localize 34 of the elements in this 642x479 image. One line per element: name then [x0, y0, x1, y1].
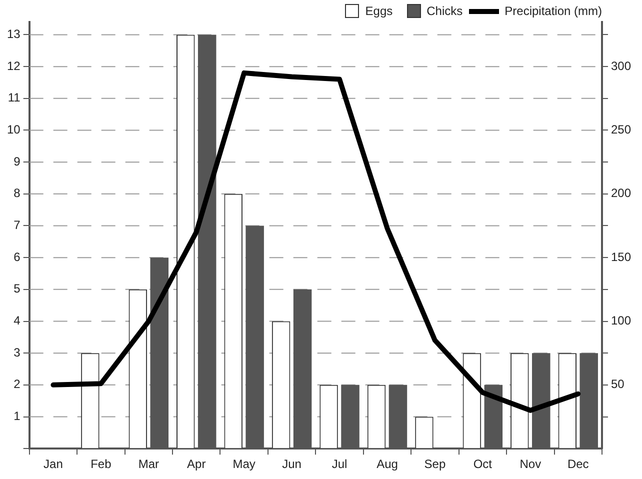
- y2-tick-label: 150: [610, 250, 632, 264]
- y2-tick-label: 300: [610, 58, 632, 73]
- x-tick-label: Nov: [520, 457, 542, 472]
- x-tick-label: Jun: [282, 457, 302, 472]
- y-tick-label: 12: [6, 58, 21, 73]
- y-tick-label: 13: [6, 27, 21, 42]
- y2-tick-label: 100: [610, 314, 632, 328]
- x-tick-label: Apr: [187, 457, 206, 472]
- x-tick-label: Jan: [44, 457, 63, 472]
- y-tick-label: 10: [6, 122, 21, 137]
- y-tick-label: 5: [14, 282, 21, 296]
- x-tick-label: Dec: [567, 457, 589, 472]
- x-tick-label: Feb: [90, 457, 112, 472]
- x-tick-label: Aug: [376, 457, 398, 472]
- y2-tick-label: 250: [610, 122, 632, 137]
- legend-label: Chicks: [426, 4, 463, 18]
- y-tick-label: 9: [14, 154, 21, 168]
- x-tick-label: Sep: [424, 457, 446, 472]
- x-tick-label: May: [232, 457, 256, 472]
- y-tick-label: 8: [14, 186, 21, 200]
- y2-tick-label: 50: [610, 377, 625, 392]
- y-tick-label: 7: [14, 218, 21, 232]
- legend-label: Eggs: [365, 4, 393, 18]
- y-tick-label: 3: [14, 345, 21, 360]
- x-tick-label: Jul: [332, 457, 348, 472]
- y-tick-label: 11: [8, 90, 21, 105]
- y-tick-label: 6: [14, 250, 21, 264]
- x-tick-label: Oct: [473, 457, 493, 472]
- y-tick-label: 1: [14, 409, 21, 424]
- y-tick-label: 4: [14, 314, 21, 328]
- y-tick-label: 2: [14, 377, 21, 392]
- x-tick-label: Mar: [138, 457, 159, 472]
- legend-label: Precipitation (mm): [504, 4, 602, 18]
- y2-tick-label: 200: [610, 186, 632, 200]
